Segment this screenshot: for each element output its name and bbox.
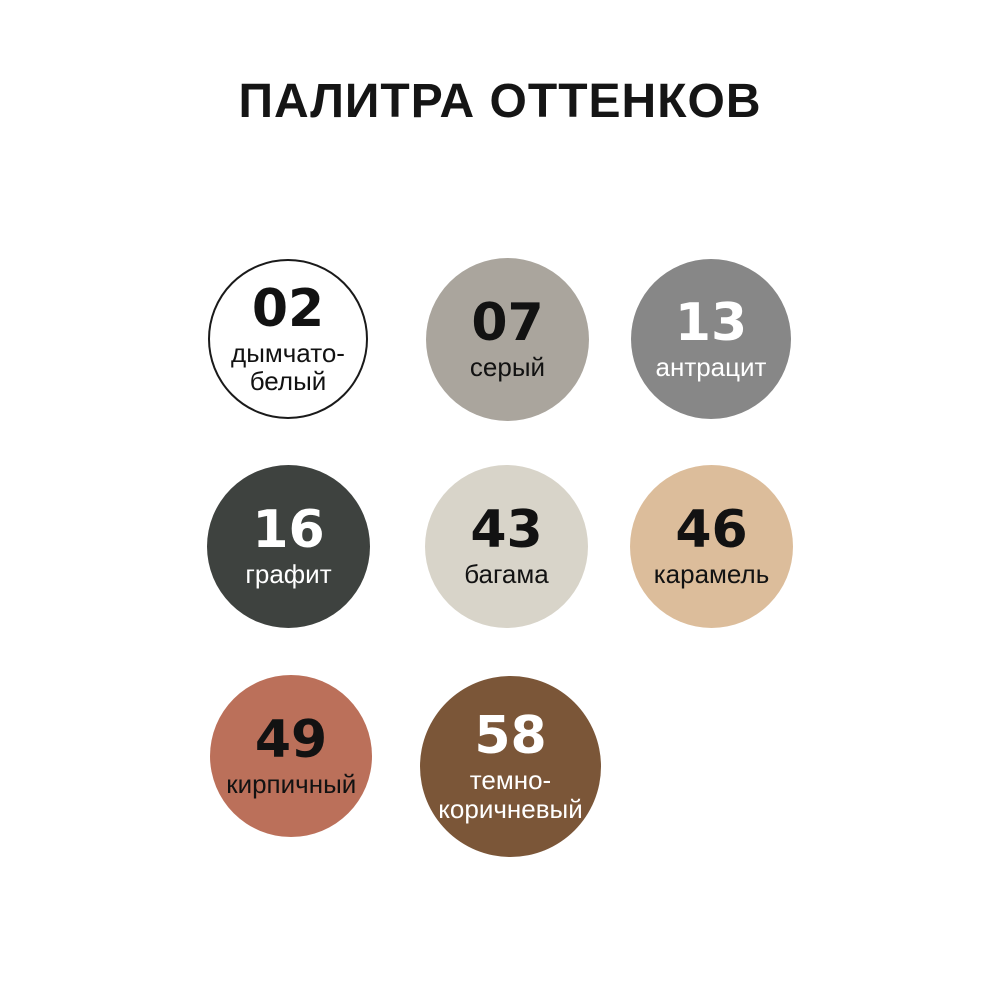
swatch-name: кирпичный <box>226 768 357 799</box>
swatch-16: 16 графит <box>207 465 370 628</box>
swatch-name: антрацит <box>655 351 767 382</box>
swatch-58: 58 темно-коричневый <box>420 676 601 857</box>
swatch-number: 46 <box>675 500 748 561</box>
swatch-name: дымчато-белый <box>231 337 345 396</box>
swatch-number: 58 <box>474 706 547 767</box>
swatch-43: 43 багама <box>425 465 588 628</box>
swatch-name: багама <box>464 559 549 590</box>
swatch-name: темно-коричневый <box>438 765 583 824</box>
swatch-49: 49 кирпичный <box>210 675 372 837</box>
swatch-number: 16 <box>252 500 325 561</box>
swatch-number: 02 <box>251 278 325 339</box>
page-title: ПАЛИТРА ОТТЕНКОВ <box>238 75 762 128</box>
swatch-number: 13 <box>674 292 748 353</box>
swatch-13: 13 антрацит <box>631 259 791 419</box>
swatch-name: графит <box>245 559 332 590</box>
swatch-name: карамель <box>653 559 770 590</box>
swatch-name: серый <box>469 352 546 383</box>
swatch-02: 02 дымчато-белый <box>208 259 368 419</box>
swatch-number: 43 <box>470 500 543 561</box>
swatch-46: 46 карамель <box>630 465 793 628</box>
swatch-number: 49 <box>254 709 328 770</box>
swatch-number: 07 <box>471 293 544 354</box>
swatch-07: 07 серый <box>426 258 589 421</box>
